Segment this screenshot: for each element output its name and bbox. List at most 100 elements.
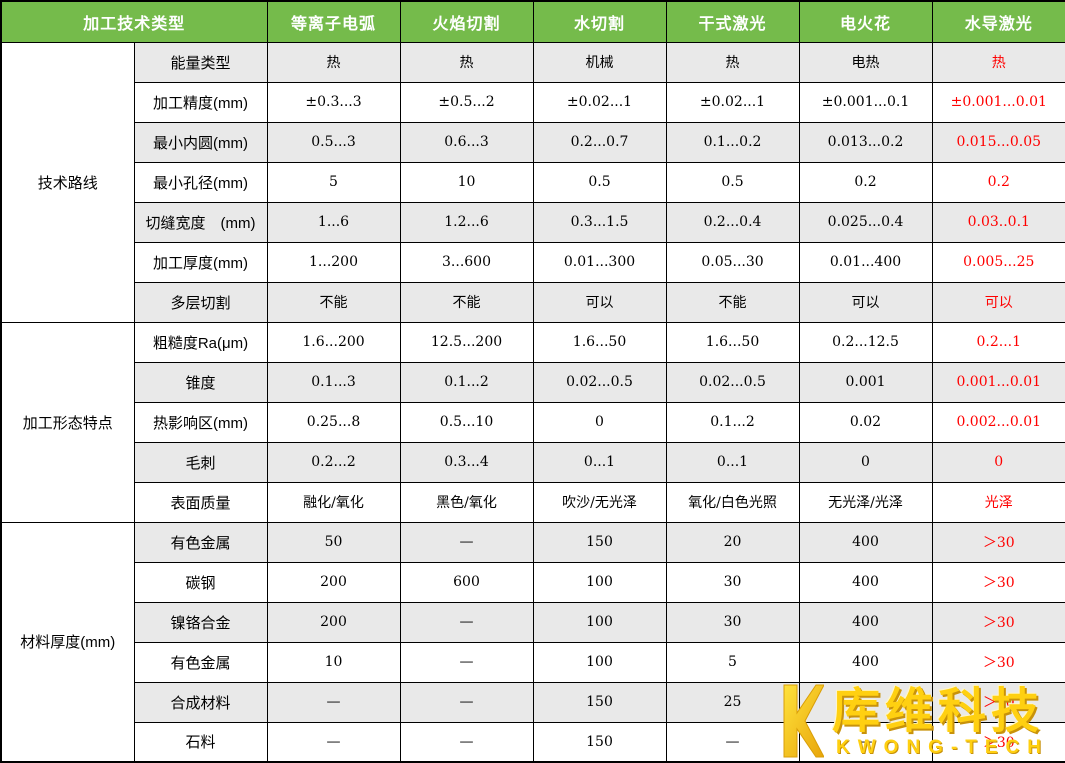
cell-value: 可以 bbox=[931, 281, 1065, 323]
cell-value: 0.2...1 bbox=[931, 321, 1065, 363]
cell-value: 0.3...1.5 bbox=[532, 201, 667, 243]
table-row: 镍铬合金 200—100 30 400 ＞30 bbox=[1, 601, 1065, 643]
cell-value: 0 bbox=[532, 401, 667, 443]
cell-value: 25 bbox=[665, 681, 800, 723]
cell-value: 0.013...0.2 bbox=[798, 121, 933, 163]
cell-value: 0.2...0.7 bbox=[532, 121, 667, 163]
table-row: 最小内圆(mm) 0.5...3 0.6...3 0.2...0.7 0.1...0.2… bbox=[1, 121, 1065, 163]
cell-value: 可以 bbox=[532, 281, 667, 323]
cell-value: ±0.3...3 bbox=[266, 81, 401, 123]
table-row: 多层切割 不能 不能 可以 不能 可以 可以 bbox=[1, 281, 1065, 323]
group-label-2: 加工形态特点 bbox=[0, 321, 135, 523]
table-row: 有色金属 10—100 5 400 ＞30 bbox=[1, 641, 1065, 683]
cell-value: 0.6...3 bbox=[399, 121, 534, 163]
table-row: 锥度 0.1...3 0.1...2 0.02...0.5 0.02...0.5 0.00… bbox=[1, 361, 1065, 403]
cell-value: 0.1...3 bbox=[266, 361, 401, 403]
cell-value: 5 bbox=[665, 641, 800, 683]
cell-value: 机械 bbox=[532, 41, 667, 83]
cell-value: 0.5...10 bbox=[399, 401, 534, 443]
row-label: 表面质量 bbox=[133, 481, 268, 523]
cell-value: 400 bbox=[798, 521, 933, 563]
cell-value: 0.2 bbox=[798, 161, 933, 203]
cell-value: 0.5 bbox=[665, 161, 800, 203]
table-row: 材料厚度(mm) 有色金属 50—150 20 400 ＞30 bbox=[0, 521, 1065, 763]
column-header-dry-laser: 干式激光 bbox=[665, 0, 800, 43]
column-header-flame-cut: 火焰切割 bbox=[399, 0, 534, 43]
cell-value: 无光泽/光泽 bbox=[798, 481, 933, 523]
table-row: 加工形态特点 粗糙度Ra(μm) 1.6...200 12.5...200 1.6...… bbox=[0, 321, 1065, 523]
cell-value: ±0.02...1 bbox=[532, 81, 667, 123]
cell-value: 1.6...200 bbox=[266, 321, 401, 363]
cell-value: ＞30 bbox=[931, 561, 1065, 603]
cell-value: 0.1...2 bbox=[399, 361, 534, 403]
cell-value: 黑色/氧化 bbox=[399, 481, 534, 523]
cell-value: — bbox=[798, 681, 933, 723]
cell-value: ＞30 bbox=[931, 721, 1065, 763]
table-row: 合成材料 — —150 25— ＞30 bbox=[1, 681, 1065, 723]
cell-value: — bbox=[798, 721, 933, 763]
row-label: 加工精度(mm) bbox=[133, 81, 268, 123]
cell-value: 3...600 bbox=[399, 241, 534, 283]
cell-value: 1...200 bbox=[266, 241, 401, 283]
row-label: 毛刺 bbox=[133, 441, 268, 483]
cell-value: 20 bbox=[665, 521, 800, 563]
header-row: 加工技术类型 等离子电弧 火焰切割 水切割 干式激光 电火花 水导激光 bbox=[0, 0, 1065, 43]
cell-value: ＞30 bbox=[931, 601, 1065, 643]
cell-value: 10 bbox=[399, 161, 534, 203]
cell-value: 1.6...50 bbox=[532, 321, 667, 363]
cell-value: 0.001 bbox=[798, 361, 933, 403]
group-label-3: 材料厚度(mm) bbox=[0, 521, 135, 763]
cell-value: 0.02...0.5 bbox=[665, 361, 800, 403]
cell-value: ＞30 bbox=[931, 681, 1065, 723]
cell-value: 光泽 bbox=[931, 481, 1065, 523]
cell-value: 0.2...2 bbox=[266, 441, 401, 483]
cell-value: 50 bbox=[266, 521, 401, 563]
group-label-1: 技术路线 bbox=[0, 41, 135, 323]
cell-value: 200 bbox=[266, 561, 401, 603]
table-row: 最小孔径(mm) 5 10 0.5 0.5 0.2 0.2 bbox=[1, 161, 1065, 203]
cell-value: ±0.001...0.1 bbox=[798, 81, 933, 123]
cell-value: ±0.02...1 bbox=[665, 81, 800, 123]
cell-value: 100 bbox=[532, 601, 667, 643]
row-label: 最小内圆(mm) bbox=[133, 121, 268, 163]
column-header-water-guided-laser: 水导激光 bbox=[931, 0, 1065, 43]
cell-value: 0.5 bbox=[532, 161, 667, 203]
cell-value: 0.2...12.5 bbox=[798, 321, 933, 363]
table-row: 石料 — —150— — ＞30 bbox=[1, 721, 1065, 763]
cell-value: 1.6...50 bbox=[665, 321, 800, 363]
row-label: 能量类型 bbox=[133, 41, 268, 83]
cell-value: 0.3...4 bbox=[399, 441, 534, 483]
cell-value: 0.002...0.01 bbox=[931, 401, 1065, 443]
table-body: 技术路线 能量类型热热机械热电热热加工精度(mm) ±0.3...3 ±0.5...2… bbox=[0, 41, 1065, 763]
row-label: 碳钢 bbox=[133, 561, 268, 603]
table-row: 技术路线 能量类型热热机械热电热热 bbox=[0, 41, 1065, 323]
cell-value: 0.1...2 bbox=[665, 401, 800, 443]
cell-value: 0.025...0.4 bbox=[798, 201, 933, 243]
cell-value: — bbox=[399, 521, 534, 563]
cell-value: 热 bbox=[665, 41, 800, 83]
cell-value: 150 bbox=[532, 521, 667, 563]
cell-value: ±0.5...2 bbox=[399, 81, 534, 123]
cell-value: 100 bbox=[532, 561, 667, 603]
table-row: 加工厚度(mm) 1...200 3...600 0.01...300 0.05...3… bbox=[1, 241, 1065, 283]
table-row: 热影响区(mm) 0.25...8 0.5...10 0 0.1...2 0.02 0.00… bbox=[1, 401, 1065, 443]
cell-value: ＞30 bbox=[931, 641, 1065, 683]
cell-value: ＞30 bbox=[931, 521, 1065, 563]
cell-value: 0.03..0.1 bbox=[931, 201, 1065, 243]
cell-value: 0 bbox=[798, 441, 933, 483]
cell-value: 0.2 bbox=[931, 161, 1065, 203]
cell-value: 0.5...3 bbox=[266, 121, 401, 163]
cell-value: 0.2...0.4 bbox=[665, 201, 800, 243]
cell-value: 0.02 bbox=[798, 401, 933, 443]
cell-value: 0...1 bbox=[665, 441, 800, 483]
cell-value: 200 bbox=[266, 601, 401, 643]
column-header-water-cut: 水切割 bbox=[532, 0, 667, 43]
row-label: 粗糙度Ra(μm) bbox=[133, 321, 268, 363]
row-label: 热影响区(mm) bbox=[133, 401, 268, 443]
table-row: 切缝宽度 (mm) 1...6 1.2...6 0.3...1.5 0.2...0.4 0… bbox=[1, 201, 1065, 243]
cell-value: 400 bbox=[798, 601, 933, 643]
cell-value: 0.05...30 bbox=[665, 241, 800, 283]
cell-value: 0.005...25 bbox=[931, 241, 1065, 283]
cell-value: 400 bbox=[798, 561, 933, 603]
column-header-plasma-arc: 等离子电弧 bbox=[266, 0, 401, 43]
